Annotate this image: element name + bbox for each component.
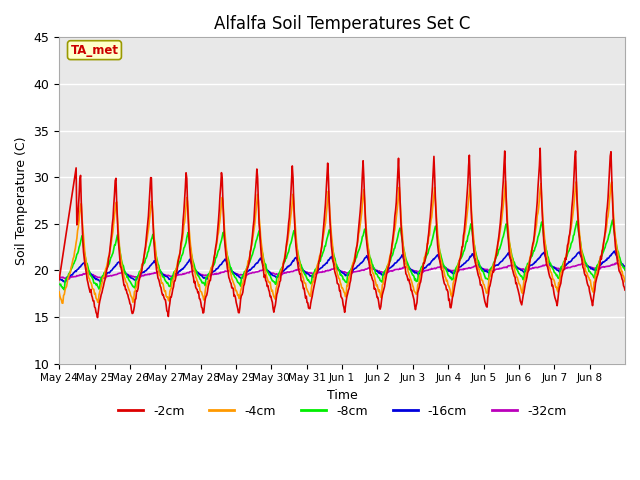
-2cm: [255, 198, 262, 204]
-16cm: [621, 264, 629, 269]
-16cm: [401, 259, 409, 264]
-2cm: [93, 315, 101, 321]
-16cm: [276, 271, 284, 277]
-8cm: [60, 287, 68, 293]
-2cm: [276, 279, 284, 285]
-8cm: [609, 217, 616, 223]
-16cm: [97, 279, 104, 285]
Line: -2cm: -2cm: [59, 148, 625, 318]
-16cm: [227, 266, 234, 272]
-32cm: [65, 276, 72, 282]
-4cm: [122, 280, 130, 286]
-2cm: [536, 145, 544, 151]
Legend: -2cm, -4cm, -8cm, -16cm, -32cm: -2cm, -4cm, -8cm, -16cm, -32cm: [113, 400, 572, 423]
Text: TA_met: TA_met: [70, 44, 118, 57]
-32cm: [621, 264, 629, 270]
-16cm: [122, 271, 130, 276]
-4cm: [255, 198, 262, 204]
-8cm: [433, 232, 441, 238]
-8cm: [122, 271, 130, 277]
-8cm: [621, 267, 629, 273]
-2cm: [433, 230, 441, 236]
-8cm: [255, 231, 262, 237]
-16cm: [255, 259, 262, 264]
-2cm: [55, 277, 63, 283]
-16cm: [55, 276, 63, 281]
Line: -16cm: -16cm: [59, 251, 625, 282]
Line: -32cm: -32cm: [59, 263, 625, 279]
-8cm: [55, 281, 63, 287]
-4cm: [55, 289, 63, 295]
-32cm: [276, 272, 284, 277]
-2cm: [122, 287, 130, 292]
-8cm: [227, 264, 234, 270]
Line: -8cm: -8cm: [59, 220, 625, 290]
-4cm: [59, 300, 67, 306]
X-axis label: Time: Time: [326, 389, 358, 402]
-8cm: [276, 269, 284, 275]
-16cm: [433, 253, 441, 259]
-32cm: [55, 275, 63, 280]
-8cm: [401, 253, 409, 259]
-2cm: [401, 264, 409, 270]
-32cm: [122, 271, 130, 277]
-32cm: [227, 268, 234, 274]
Y-axis label: Soil Temperature (C): Soil Temperature (C): [15, 136, 28, 265]
-32cm: [614, 260, 621, 266]
Line: -4cm: -4cm: [59, 181, 625, 303]
-32cm: [401, 264, 409, 270]
Title: Alfalfa Soil Temperatures Set C: Alfalfa Soil Temperatures Set C: [214, 15, 470, 33]
-4cm: [401, 255, 409, 261]
-4cm: [276, 273, 284, 278]
-32cm: [433, 265, 441, 271]
-32cm: [255, 269, 262, 275]
-16cm: [611, 248, 618, 254]
-4cm: [502, 178, 509, 184]
-4cm: [433, 221, 441, 227]
-2cm: [227, 279, 234, 285]
-2cm: [621, 287, 629, 293]
-4cm: [227, 269, 234, 275]
-4cm: [621, 279, 629, 285]
